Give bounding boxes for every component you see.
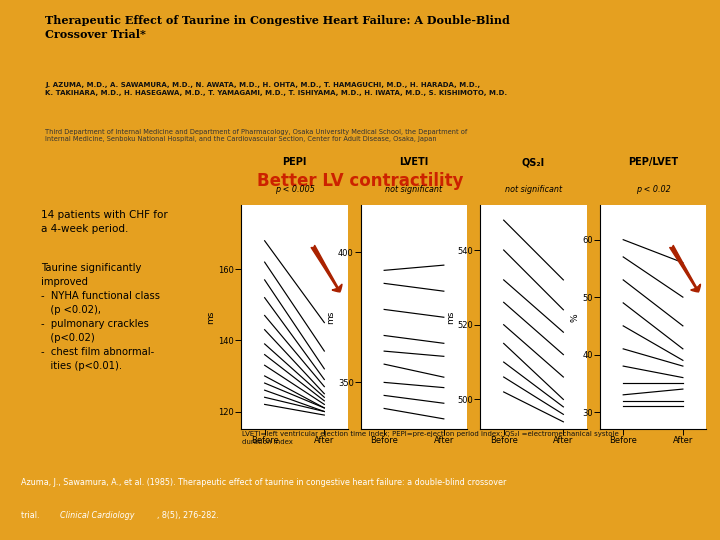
Y-axis label: ms: ms [207, 310, 215, 324]
Text: LVETl=left ventricular ejection time index; PEPl=pre-ejection period index; QS₂l: LVETl=left ventricular ejection time ind… [242, 431, 619, 444]
Text: Clinical Cardiology: Clinical Cardiology [60, 511, 135, 520]
Y-axis label: ms: ms [326, 310, 335, 324]
Text: p < 0.02: p < 0.02 [636, 185, 670, 194]
Text: Azuma, J., Sawamura, A., et al. (1985). Therapeutic effect of taurine in congest: Azuma, J., Sawamura, A., et al. (1985). … [22, 478, 507, 487]
Text: PEP/LVET: PEP/LVET [628, 157, 678, 167]
Text: QS₂l: QS₂l [522, 157, 545, 167]
Text: Better LV contractility: Better LV contractility [257, 172, 463, 190]
Text: 14 patients with CHF for
a 4-week period.: 14 patients with CHF for a 4-week period… [41, 211, 168, 234]
Y-axis label: ms: ms [446, 310, 455, 324]
Y-axis label: %: % [570, 313, 580, 321]
Text: not significant: not significant [505, 185, 562, 194]
Text: p < 0.005: p < 0.005 [274, 185, 315, 194]
Text: Therapeutic Effect of Taurine in Congestive Heart Failure: A Double-Blind
Crosso: Therapeutic Effect of Taurine in Congest… [45, 15, 510, 40]
Text: Third Department of Internal Medicine and Department of Pharmacology, Osaka Univ: Third Department of Internal Medicine an… [45, 129, 467, 142]
Text: Taurine significantly
improved
-  NYHA functional class
   (p <0.02),
-  pulmona: Taurine significantly improved - NYHA fu… [41, 264, 160, 372]
Text: J. AZUMA, M.D., A. SAWAMURA, M.D., N. AWATA, M.D., H. OHTA, M.D., T. HAMAGUCHI, : J. AZUMA, M.D., A. SAWAMURA, M.D., N. AW… [45, 82, 508, 96]
Text: not significant: not significant [385, 185, 443, 194]
Text: PEPI: PEPI [282, 157, 307, 167]
Text: trial.: trial. [22, 511, 42, 520]
Text: LVETI: LVETI [400, 157, 428, 167]
Text: , 8(5), 276-282.: , 8(5), 276-282. [158, 511, 220, 520]
